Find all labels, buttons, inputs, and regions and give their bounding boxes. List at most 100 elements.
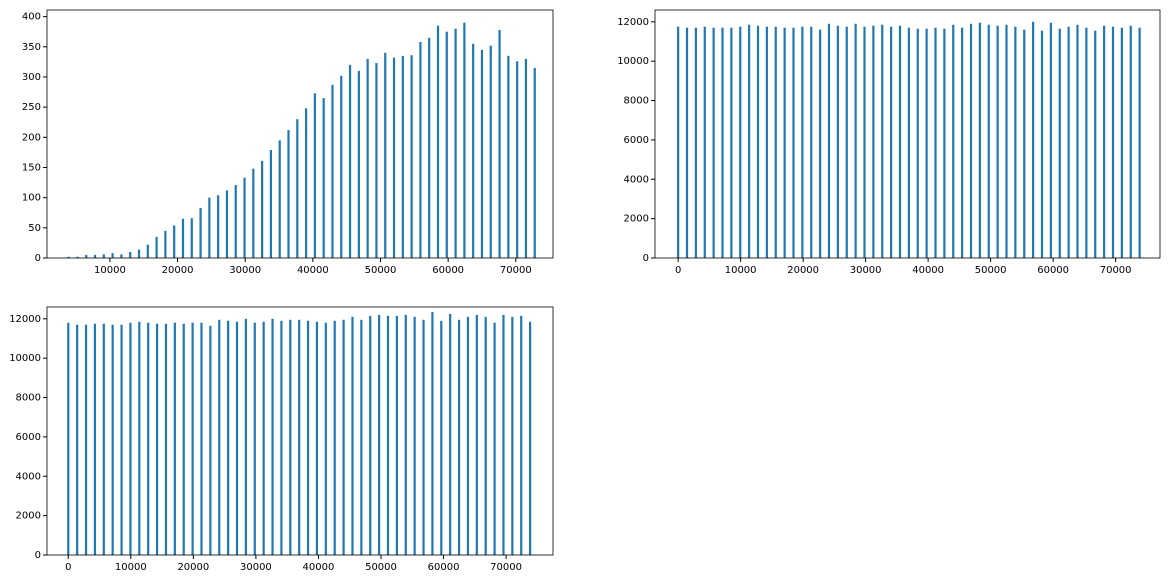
x-tick-label: 40000 [297, 265, 329, 276]
y-tick-label: 4000 [16, 471, 41, 482]
bar [181, 218, 185, 258]
bar [138, 321, 141, 555]
bar [348, 64, 352, 258]
bar [677, 26, 680, 258]
bar [943, 28, 946, 259]
bar [1076, 24, 1079, 259]
y-tick-label: 400 [22, 12, 41, 23]
bar [511, 316, 514, 555]
bar [190, 218, 193, 258]
y-tick-label: 150 [22, 162, 41, 173]
bar [969, 23, 973, 259]
bar [475, 314, 478, 555]
bar [76, 256, 79, 258]
bar [520, 315, 523, 555]
bar [351, 316, 354, 555]
bar [227, 320, 230, 555]
bar [428, 37, 431, 259]
bar [978, 22, 981, 258]
bar [287, 130, 290, 258]
bar [819, 29, 822, 258]
bar [712, 27, 715, 259]
bar [191, 322, 194, 555]
bar [1058, 28, 1061, 259]
bar [685, 27, 689, 259]
bar [925, 28, 928, 259]
bar [498, 29, 501, 258]
bar [252, 168, 255, 258]
x-tick-label: 20000 [162, 265, 194, 276]
axes-frame [46, 306, 554, 556]
x-tick-label: 60000 [432, 265, 464, 276]
bar [384, 52, 387, 258]
bar [907, 27, 910, 259]
bar [217, 195, 220, 258]
x-tick-label: 50000 [365, 562, 397, 573]
bar [1067, 26, 1070, 258]
bar [313, 93, 316, 258]
bar [827, 23, 831, 259]
bar [218, 319, 221, 555]
y-tick-label: 10000 [617, 56, 649, 67]
y-tick-label: 8000 [624, 96, 649, 107]
bar [516, 61, 519, 259]
bar [466, 316, 470, 555]
bar [730, 27, 733, 259]
y-tick-label: 12000 [9, 314, 41, 325]
bar [1014, 26, 1017, 258]
x-tick-label: 70000 [1100, 265, 1132, 276]
x-tick-label: 50000 [975, 265, 1007, 276]
bar [102, 254, 105, 258]
bar [1129, 25, 1132, 258]
bar [269, 149, 273, 258]
bar [324, 322, 327, 555]
bar [507, 55, 510, 258]
bar [304, 108, 308, 259]
bar [1120, 27, 1123, 259]
x-tick-label: 20000 [787, 265, 819, 276]
bar [315, 321, 319, 555]
bar [410, 55, 413, 258]
x-tick-label: 30000 [229, 265, 261, 276]
bar [395, 315, 398, 555]
x-tick-label: 0 [65, 562, 71, 573]
y-tick-label: 10000 [9, 353, 41, 364]
bar [457, 319, 461, 555]
bar [147, 322, 150, 555]
bar [524, 58, 528, 258]
bar [366, 58, 369, 258]
bar [961, 27, 964, 259]
bar [322, 98, 325, 258]
bar [836, 25, 839, 258]
y-tick-label: 4000 [624, 174, 649, 185]
bar [155, 323, 159, 555]
bar [703, 26, 706, 258]
bar [360, 319, 363, 555]
bar [209, 325, 212, 555]
bar [129, 322, 132, 555]
bar [489, 45, 492, 258]
axes-frame [654, 9, 1161, 259]
bar [137, 249, 141, 258]
bar [739, 26, 742, 258]
bar [261, 160, 264, 258]
y-tick-label: 100 [22, 193, 41, 204]
bar [1103, 25, 1106, 258]
bar [289, 319, 292, 555]
bar [529, 321, 532, 555]
bar [155, 236, 158, 258]
y-tick-label: 2000 [624, 214, 649, 225]
bar [93, 323, 97, 555]
bar [262, 321, 265, 555]
bar [952, 24, 955, 259]
bar [129, 251, 132, 258]
bar [357, 70, 360, 259]
bar [484, 316, 487, 555]
x-tick-label: 50000 [365, 265, 397, 276]
y-tick-label: 6000 [16, 432, 41, 443]
bar [278, 140, 281, 258]
bar [76, 324, 79, 555]
bar [111, 324, 114, 555]
bar [173, 322, 176, 555]
bar [1040, 30, 1044, 258]
